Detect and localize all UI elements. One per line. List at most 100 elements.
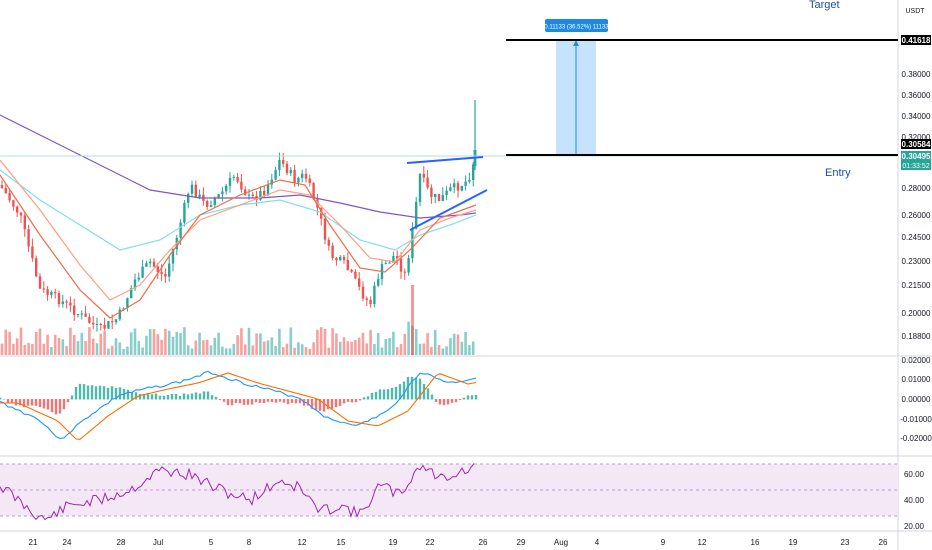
upper-trendline[interactable] bbox=[406, 156, 484, 164]
candle-body bbox=[42, 288, 45, 290]
volume-bar bbox=[0, 343, 4, 355]
candle-body bbox=[92, 322, 95, 325]
candle-body bbox=[285, 163, 289, 174]
volume-bar bbox=[148, 329, 152, 355]
volume-bar bbox=[171, 336, 175, 355]
volume-spike-bar bbox=[411, 285, 414, 355]
volume-bar bbox=[156, 334, 160, 355]
candle-body bbox=[198, 194, 201, 198]
macd-histogram-bar bbox=[278, 399, 282, 402]
volume-bar bbox=[183, 327, 186, 355]
volume-bar bbox=[38, 328, 42, 355]
macd-histogram-bar bbox=[354, 399, 358, 403]
candle-body bbox=[346, 259, 349, 270]
candle-body bbox=[76, 314, 80, 316]
price-axis[interactable]: 0.38000 0.36000 0.34000 0.32000 0.28000 0.260… bbox=[902, 70, 931, 341]
volume-bar bbox=[255, 333, 258, 355]
volume-bar bbox=[357, 337, 361, 355]
volume-bar bbox=[129, 332, 133, 355]
candle-body bbox=[453, 183, 456, 188]
volume-bar bbox=[8, 331, 11, 355]
candle-body bbox=[289, 169, 292, 174]
moving-averages bbox=[0, 114, 477, 319]
macd-histogram-bar bbox=[226, 399, 230, 406]
candle-body bbox=[270, 179, 273, 185]
volume-bar bbox=[464, 332, 467, 355]
volume-bar bbox=[84, 341, 87, 355]
candle-body bbox=[339, 256, 342, 261]
candle-body bbox=[141, 266, 144, 278]
last-price-tag-bg bbox=[901, 151, 931, 170]
volume-bar bbox=[209, 345, 213, 355]
volume-bar bbox=[232, 343, 236, 355]
candle-body bbox=[88, 316, 91, 323]
macd-histogram-bar bbox=[150, 394, 154, 400]
macd-histogram-bar bbox=[18, 399, 22, 406]
price-axis-label: 0.32000 bbox=[902, 133, 931, 142]
macd-histogram-bar bbox=[418, 378, 422, 400]
macd-histogram-bar bbox=[46, 399, 50, 410]
macd-histogram-bar bbox=[90, 385, 94, 400]
rsi-band-fill bbox=[0, 464, 898, 516]
macd-histogram-bar bbox=[186, 394, 190, 400]
candle-body bbox=[213, 198, 216, 205]
entry-label: Entry bbox=[825, 167, 851, 179]
candle-body bbox=[221, 191, 224, 195]
volume-bar bbox=[384, 339, 388, 355]
volume-bar bbox=[190, 348, 194, 355]
volume-bar bbox=[346, 341, 350, 355]
macd-histogram-bar bbox=[82, 384, 86, 400]
volume-bar bbox=[293, 347, 296, 355]
lower-trendline[interactable] bbox=[409, 189, 488, 231]
macd-pane bbox=[0, 370, 478, 440]
macd-histogram-bar bbox=[102, 386, 106, 400]
volume-bar bbox=[110, 345, 114, 355]
volume-bar bbox=[221, 346, 224, 355]
macd-histogram-bar bbox=[250, 399, 254, 405]
ma-red-line bbox=[0, 174, 477, 319]
volume-bars bbox=[0, 285, 475, 355]
macd-axis-label: 0.00000 bbox=[902, 395, 931, 404]
volume-bar bbox=[422, 343, 426, 355]
macd-histogram-bar bbox=[338, 399, 342, 406]
macd-histogram-bar bbox=[362, 397, 366, 400]
candle-body bbox=[118, 309, 121, 320]
time-axis[interactable]: 21 24 28 Jul 5 8 12 15 19 22 26 29 Aug 4 9 12 16 19 23 26 bbox=[29, 538, 888, 547]
candle-body bbox=[449, 187, 452, 191]
macd-histogram-bar bbox=[426, 388, 430, 400]
macd-histogram-bar bbox=[230, 399, 234, 406]
macd-histogram-bar bbox=[166, 395, 170, 400]
candle-body bbox=[228, 177, 232, 186]
volume-bar bbox=[15, 338, 19, 355]
candle-body bbox=[12, 200, 15, 207]
volume-bar bbox=[380, 347, 384, 355]
volume-bar bbox=[164, 328, 167, 355]
candle-body bbox=[445, 190, 448, 196]
macd-histogram-bar bbox=[154, 393, 158, 400]
macd-histogram-bar bbox=[58, 399, 62, 414]
date-label: 19 bbox=[389, 538, 398, 547]
macd-axis-label: 0.01000 bbox=[902, 375, 931, 384]
candle-body bbox=[358, 278, 361, 287]
macd-histogram-bar bbox=[10, 399, 14, 404]
macd-histogram-bar bbox=[34, 399, 38, 406]
volume-bar bbox=[118, 342, 122, 355]
macd-histogram-bar bbox=[130, 392, 134, 400]
macd-histogram-bar bbox=[62, 399, 66, 410]
volume-bar bbox=[361, 332, 365, 355]
macd-histogram-bar bbox=[194, 392, 198, 400]
price-axis-label: 0.20000 bbox=[902, 309, 931, 318]
macd-histogram-bar bbox=[74, 386, 78, 400]
volume-bar bbox=[441, 348, 445, 355]
volume-bar bbox=[198, 332, 201, 355]
candle-body bbox=[19, 212, 23, 216]
volume-bar bbox=[160, 339, 163, 355]
date-label: 15 bbox=[337, 538, 346, 547]
candle-body bbox=[152, 261, 156, 267]
candle-body bbox=[61, 301, 64, 305]
macd-histogram-bar bbox=[14, 399, 18, 406]
macd-histogram-bar bbox=[126, 389, 130, 400]
macd-histogram-bar bbox=[86, 385, 90, 400]
candle-body bbox=[403, 271, 406, 273]
